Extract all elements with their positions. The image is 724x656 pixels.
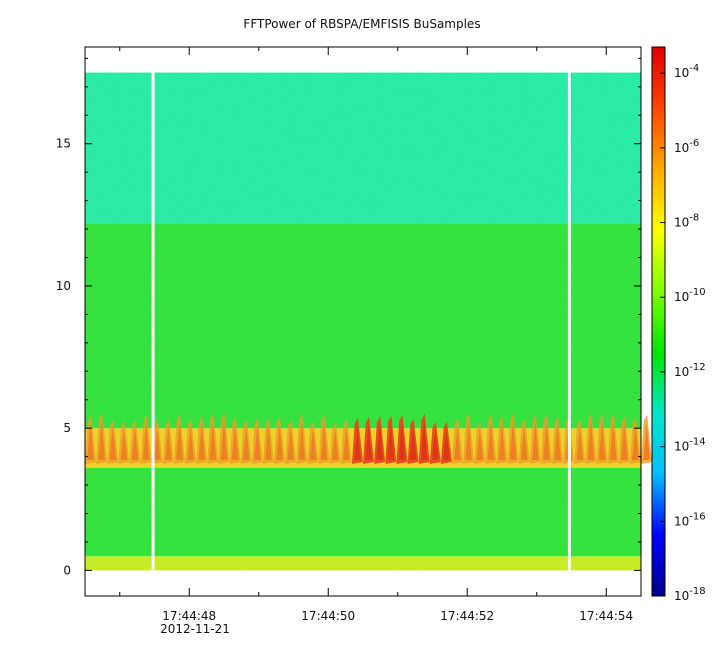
colorbar-tick-label: 10-18	[674, 586, 706, 603]
data-gap	[151, 72, 155, 571]
x-date-label: 2012-11-21	[160, 622, 230, 636]
y-tick-label: 5	[63, 421, 71, 435]
colorbar	[651, 46, 666, 597]
colorbar-tick-label: 10-16	[674, 511, 706, 528]
plot-frame	[84, 46, 642, 597]
colorbar-tick-label: 10-6	[674, 138, 699, 155]
data-gap	[567, 72, 571, 571]
colorbar-tick-label: 10-4	[674, 63, 699, 80]
colorbar-tick-label: 10-12	[674, 362, 706, 379]
y-tick-label: 10	[56, 279, 71, 293]
x-tick-label: 17:44:54	[579, 609, 633, 623]
colorbar-tick-label: 10-10	[674, 287, 706, 304]
colorbar-tick-label: 10-14	[674, 437, 706, 454]
y-tick-label: 15	[56, 137, 71, 151]
x-tick-label: 17:44:48	[162, 609, 216, 623]
power-burst-core	[643, 422, 650, 460]
x-tick-label: 17:44:52	[440, 609, 494, 623]
colorbar-tick-label: 10-8	[674, 213, 699, 230]
x-tick-label: 17:44:50	[301, 609, 355, 623]
noise-texture	[85, 72, 641, 571]
y-tick-label: 0	[63, 563, 71, 577]
chart-title: FFTPower of RBSPA/EMFISIS BuSamples	[243, 17, 481, 31]
